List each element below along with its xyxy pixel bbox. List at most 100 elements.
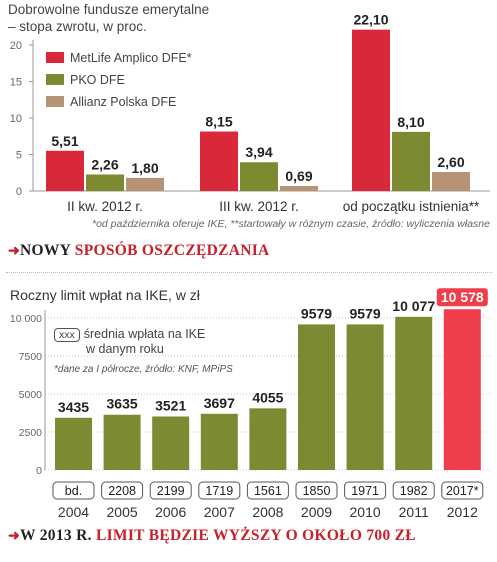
bar-value-label: 3521 <box>155 397 186 413</box>
arrow-right-icon: ➜ <box>8 242 21 258</box>
y-tick-label: 2500 <box>19 427 43 439</box>
average-payment-box <box>101 481 144 500</box>
x-category-label: od początku istnienia** <box>343 199 480 214</box>
bar <box>55 417 92 470</box>
average-payment-label: 1719 <box>205 484 233 498</box>
y-tick-label: 5 <box>16 150 22 162</box>
highlight-label-bg <box>436 288 488 307</box>
bar <box>152 416 190 470</box>
y-tick-label: 20 <box>10 40 22 52</box>
bar <box>46 150 84 191</box>
bar <box>392 131 430 191</box>
average-payment-box <box>344 481 387 500</box>
bar-value-label: 3,94 <box>245 144 272 160</box>
bar-value-label: 4055 <box>252 389 283 405</box>
average-payment-label: 1850 <box>303 484 331 498</box>
bar <box>103 414 141 470</box>
bar-value-label: 3435 <box>58 399 89 415</box>
chart1-title-line1: Dobrowolne fundusze emerytalne <box>8 2 210 17</box>
average-payment-box <box>149 481 192 500</box>
x-category-label: II kw. 2012 r. <box>67 199 143 214</box>
bar <box>280 185 318 191</box>
chart2-title: Roczny limit wpłat na IKE, w zł <box>10 287 200 303</box>
headline2-prefix: W 2013 R. <box>20 527 96 544</box>
legend-bg <box>40 44 208 114</box>
average-payment-label: 2199 <box>157 484 185 498</box>
bar-value-label: 2,60 <box>437 154 464 170</box>
bar <box>249 408 287 470</box>
bar <box>86 174 124 191</box>
y-tick-label: 5000 <box>19 389 43 401</box>
average-payment-label: 2017* <box>446 484 479 498</box>
x-category-label: III kw. 2012 r. <box>219 199 299 214</box>
chart2-legend: xxx średnia wpłata na IKE w danym roku <box>54 327 205 356</box>
divider <box>6 272 492 273</box>
legend-swatch <box>46 96 64 107</box>
legend-label: PKO DFE <box>70 73 125 87</box>
bar-value-label: 8,15 <box>205 114 232 130</box>
bar <box>240 162 278 191</box>
bar-value-label: 0,69 <box>285 168 312 184</box>
bar-value-label: 2,26 <box>91 157 118 173</box>
headline1: ➜NOWY SPOSÓB OSZCZĘDZANIA <box>8 242 270 260</box>
bar-value-label: 22,10 <box>353 12 388 28</box>
y-tick-label: 7500 <box>19 351 43 363</box>
average-payment-label: 2208 <box>108 484 136 498</box>
average-payment-box <box>246 481 289 500</box>
bar-value-label: 3697 <box>204 395 235 411</box>
y-tick-label: 15 <box>10 77 22 89</box>
x-category-label: 2005 <box>107 504 138 520</box>
legend-label: Allianz Polska DFE <box>70 95 176 109</box>
average-payment-box <box>392 481 435 500</box>
average-payment-label: 1561 <box>254 484 282 498</box>
average-payment-box <box>198 481 241 500</box>
chart2-svg: 0 2500 5000 7500 10 000 3435 bd. 2004 3635 2208 20… <box>10 288 492 520</box>
y-tick-label: 10 <box>10 113 22 125</box>
average-payment-label: 1982 <box>400 484 428 498</box>
legend-swatch <box>46 52 64 63</box>
x-category-label: 2009 <box>301 504 332 520</box>
bar-value-label: 9579 <box>301 305 332 321</box>
bar-value-label: 10 578 <box>441 289 484 305</box>
legend-swatch <box>46 74 64 85</box>
chart1-footnote: *od października oferuje IKE, **startowa… <box>91 218 490 230</box>
legend-line1: średnia wpłata na IKE <box>83 327 206 341</box>
x-category-label: 2004 <box>58 504 89 520</box>
bar <box>200 131 238 191</box>
legend-sample-box: xxx <box>54 328 80 342</box>
average-payment-box <box>441 481 484 500</box>
y-tick-label: 0 <box>16 186 22 198</box>
headline1-emphasis: SPOSÓB OSZCZĘDZANIA <box>74 242 270 259</box>
x-category-label: 2007 <box>204 504 235 520</box>
bar <box>443 309 481 470</box>
headline1-prefix: NOWY <box>20 242 75 259</box>
bar-value-label: 5,51 <box>51 133 78 149</box>
average-payment-box <box>52 481 95 500</box>
bar <box>126 177 164 191</box>
y-tick-label: 10 000 <box>10 313 42 325</box>
bar-value-label: 1,80 <box>131 160 158 176</box>
chart1-title-line2: – stopa zwrotu, w proc. <box>8 19 147 34</box>
average-payment-label: 1971 <box>351 484 379 498</box>
x-category-label: 2008 <box>252 504 283 520</box>
bar-value-label: 10 077 <box>392 298 435 314</box>
legend-line2: w danym roku <box>86 342 164 356</box>
y-tick-label: 0 <box>36 465 42 477</box>
bar <box>395 316 433 470</box>
legend-label: MetLife Amplico DFE* <box>70 51 192 65</box>
bar <box>346 324 384 470</box>
bar-value-label: 3635 <box>107 396 138 412</box>
bar <box>432 172 470 191</box>
chart1-svg: 0 5 10 15 20 5,51 2,26 1,80 II kw. 2012 r. 8,15 3,… <box>10 12 490 214</box>
x-category-label: 2011 <box>399 504 429 520</box>
bar <box>298 324 335 470</box>
average-payment-label: bd. <box>65 484 82 498</box>
x-category-label: 2010 <box>350 504 381 520</box>
x-category-label: 2006 <box>155 504 186 520</box>
bar <box>352 29 390 192</box>
average-payment-box <box>295 481 338 500</box>
bar-value-label: 8,10 <box>397 114 424 130</box>
arrow-right-icon: ➜ <box>8 527 21 543</box>
bar <box>200 413 238 470</box>
headline2: ➜W 2013 R. LIMIT BĘDZIE WYŻSZY O OKOŁO 7… <box>8 527 416 545</box>
